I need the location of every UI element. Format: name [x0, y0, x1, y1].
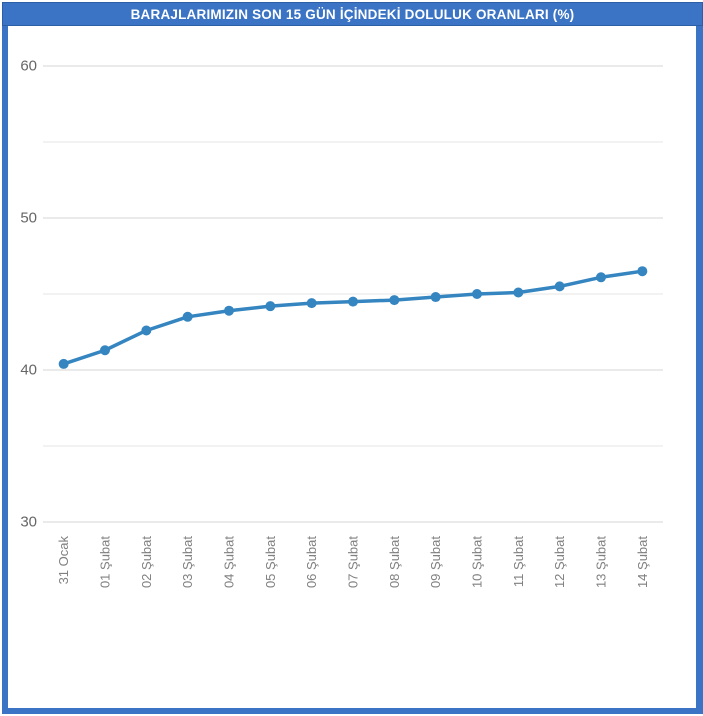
- data-point-marker: [58, 358, 69, 369]
- data-point-marker: [100, 345, 110, 356]
- data-point-marker: [389, 295, 400, 306]
- x-tick-label: 02 Şubat: [139, 536, 154, 588]
- chart-title: BARAJLARIMIZIN SON 15 GÜN İÇİNDEKİ DOLUL…: [130, 6, 575, 22]
- data-point-marker: [224, 305, 234, 316]
- x-tick-label: 31 Ocak: [56, 536, 71, 585]
- x-tick-label: 05 Şubat: [263, 536, 278, 588]
- x-tick-label: 11 Şubat: [511, 536, 526, 587]
- x-tick-label: 06 Şubat: [304, 536, 319, 588]
- data-point-marker: [637, 266, 648, 277]
- x-tick-label: 08 Şubat: [387, 536, 402, 588]
- x-tick-label: 03 Şubat: [180, 536, 195, 588]
- data-point-marker: [472, 289, 482, 299]
- data-point-marker: [430, 292, 441, 303]
- chart-frame: 30 40 50 60 31 Ocak 01 Şubat 02 Şubat 03 Şubat 0…: [2, 26, 703, 714]
- data-point-marker: [596, 272, 606, 283]
- data-point-marker: [513, 287, 524, 298]
- x-tick-label: 14 Şubat: [635, 536, 650, 588]
- x-tick-label: 12 Şubat: [552, 536, 567, 588]
- x-tick-label: 10 Şubat: [470, 536, 485, 588]
- x-tick-label: 01 Şubat: [98, 536, 113, 588]
- x-tick-label: 13 Şubat: [594, 536, 609, 588]
- y-tick-label: 50: [20, 210, 37, 227]
- y-tick-label: 40: [20, 362, 37, 379]
- y-tick-label: 60: [20, 58, 37, 75]
- data-point-marker: [141, 325, 152, 336]
- y-tick-label: 30: [20, 514, 37, 531]
- x-tick-label: 07 Şubat: [346, 536, 361, 588]
- line-chart-plot-area: 30 40 50 60 31 Ocak 01 Şubat 02 Şubat 03 Şubat 0…: [20, 58, 663, 588]
- x-tick-label: 04 Şubat: [222, 536, 237, 588]
- x-tick-label: 09 Şubat: [428, 536, 443, 588]
- data-point-marker: [265, 301, 276, 312]
- data-point-marker: [348, 296, 358, 307]
- data-point-marker: [554, 281, 565, 292]
- data-point-marker: [182, 311, 193, 322]
- chart-title-bar: BARAJLARIMIZIN SON 15 GÜN İÇİNDEKİ DOLUL…: [2, 2, 703, 26]
- data-point-marker: [306, 298, 317, 309]
